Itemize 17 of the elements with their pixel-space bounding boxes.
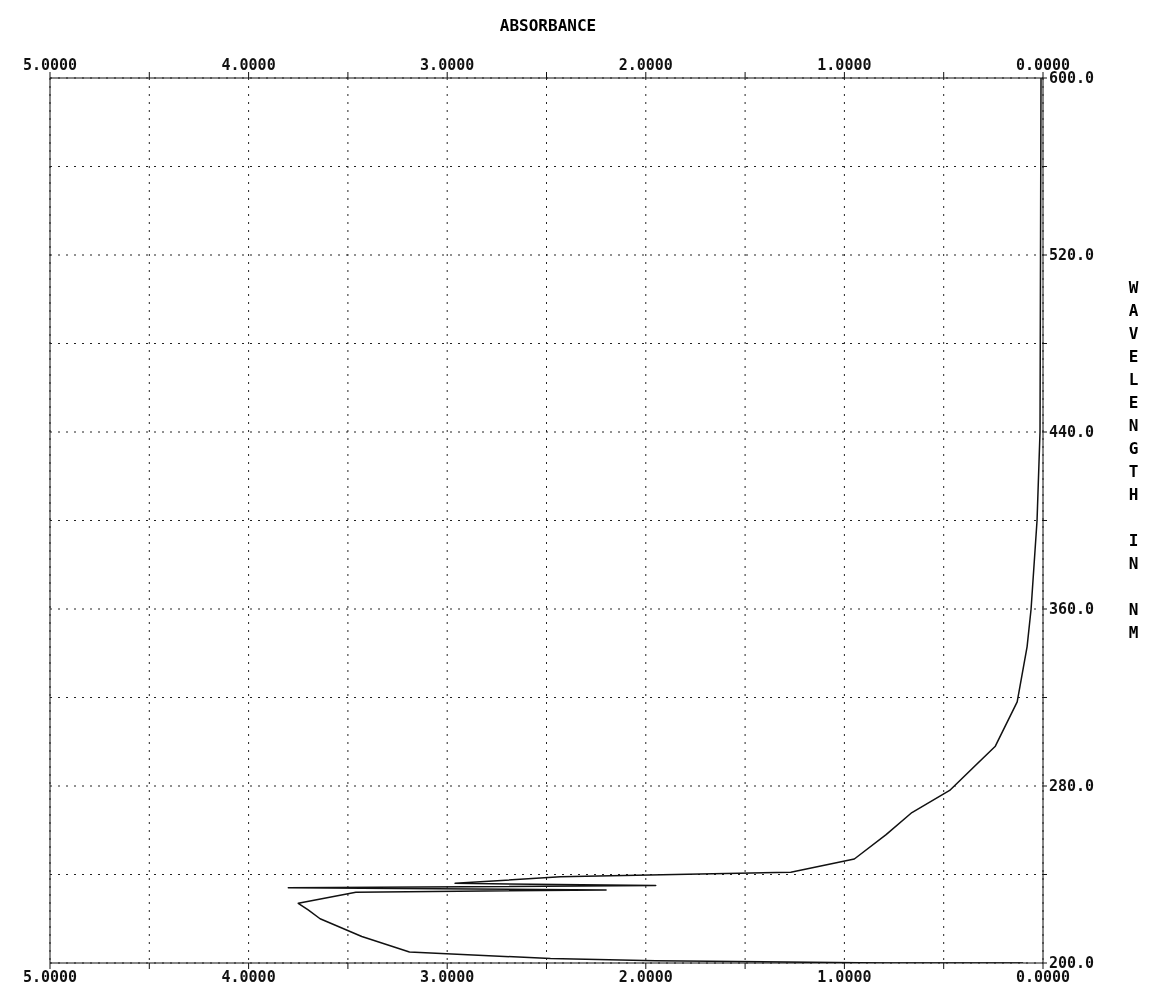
x2-tick-label: 5.0000 xyxy=(22,967,78,986)
y-tick-label: 520.0 xyxy=(1049,246,1095,265)
y-axis-title: WAVELENGTH IN NM xyxy=(1123,278,1143,646)
y-tick-label: 440.0 xyxy=(1049,423,1095,442)
x-tick-label: 4.0000 xyxy=(221,56,276,74)
y-tick-label: 600.0 xyxy=(1049,69,1095,88)
x2-tick-label: 2.0000 xyxy=(618,967,673,986)
x-tick-label: 1.0000 xyxy=(817,56,872,74)
x-tick-label: 2.0000 xyxy=(618,56,673,74)
y-tick-label: 280.0 xyxy=(1049,777,1095,796)
x2-tick-label: 3.0000 xyxy=(420,967,475,986)
x-tick-label: 3.0000 xyxy=(420,56,475,74)
x2-tick-label: 1.0000 xyxy=(817,967,872,986)
y-tick-label: 360.0 xyxy=(1049,600,1095,619)
x2-tick-label: 4.0000 xyxy=(221,967,276,986)
x-tick-label: 5.0000 xyxy=(22,56,78,74)
x2-axis-title: ABSORBANCE xyxy=(498,16,598,35)
